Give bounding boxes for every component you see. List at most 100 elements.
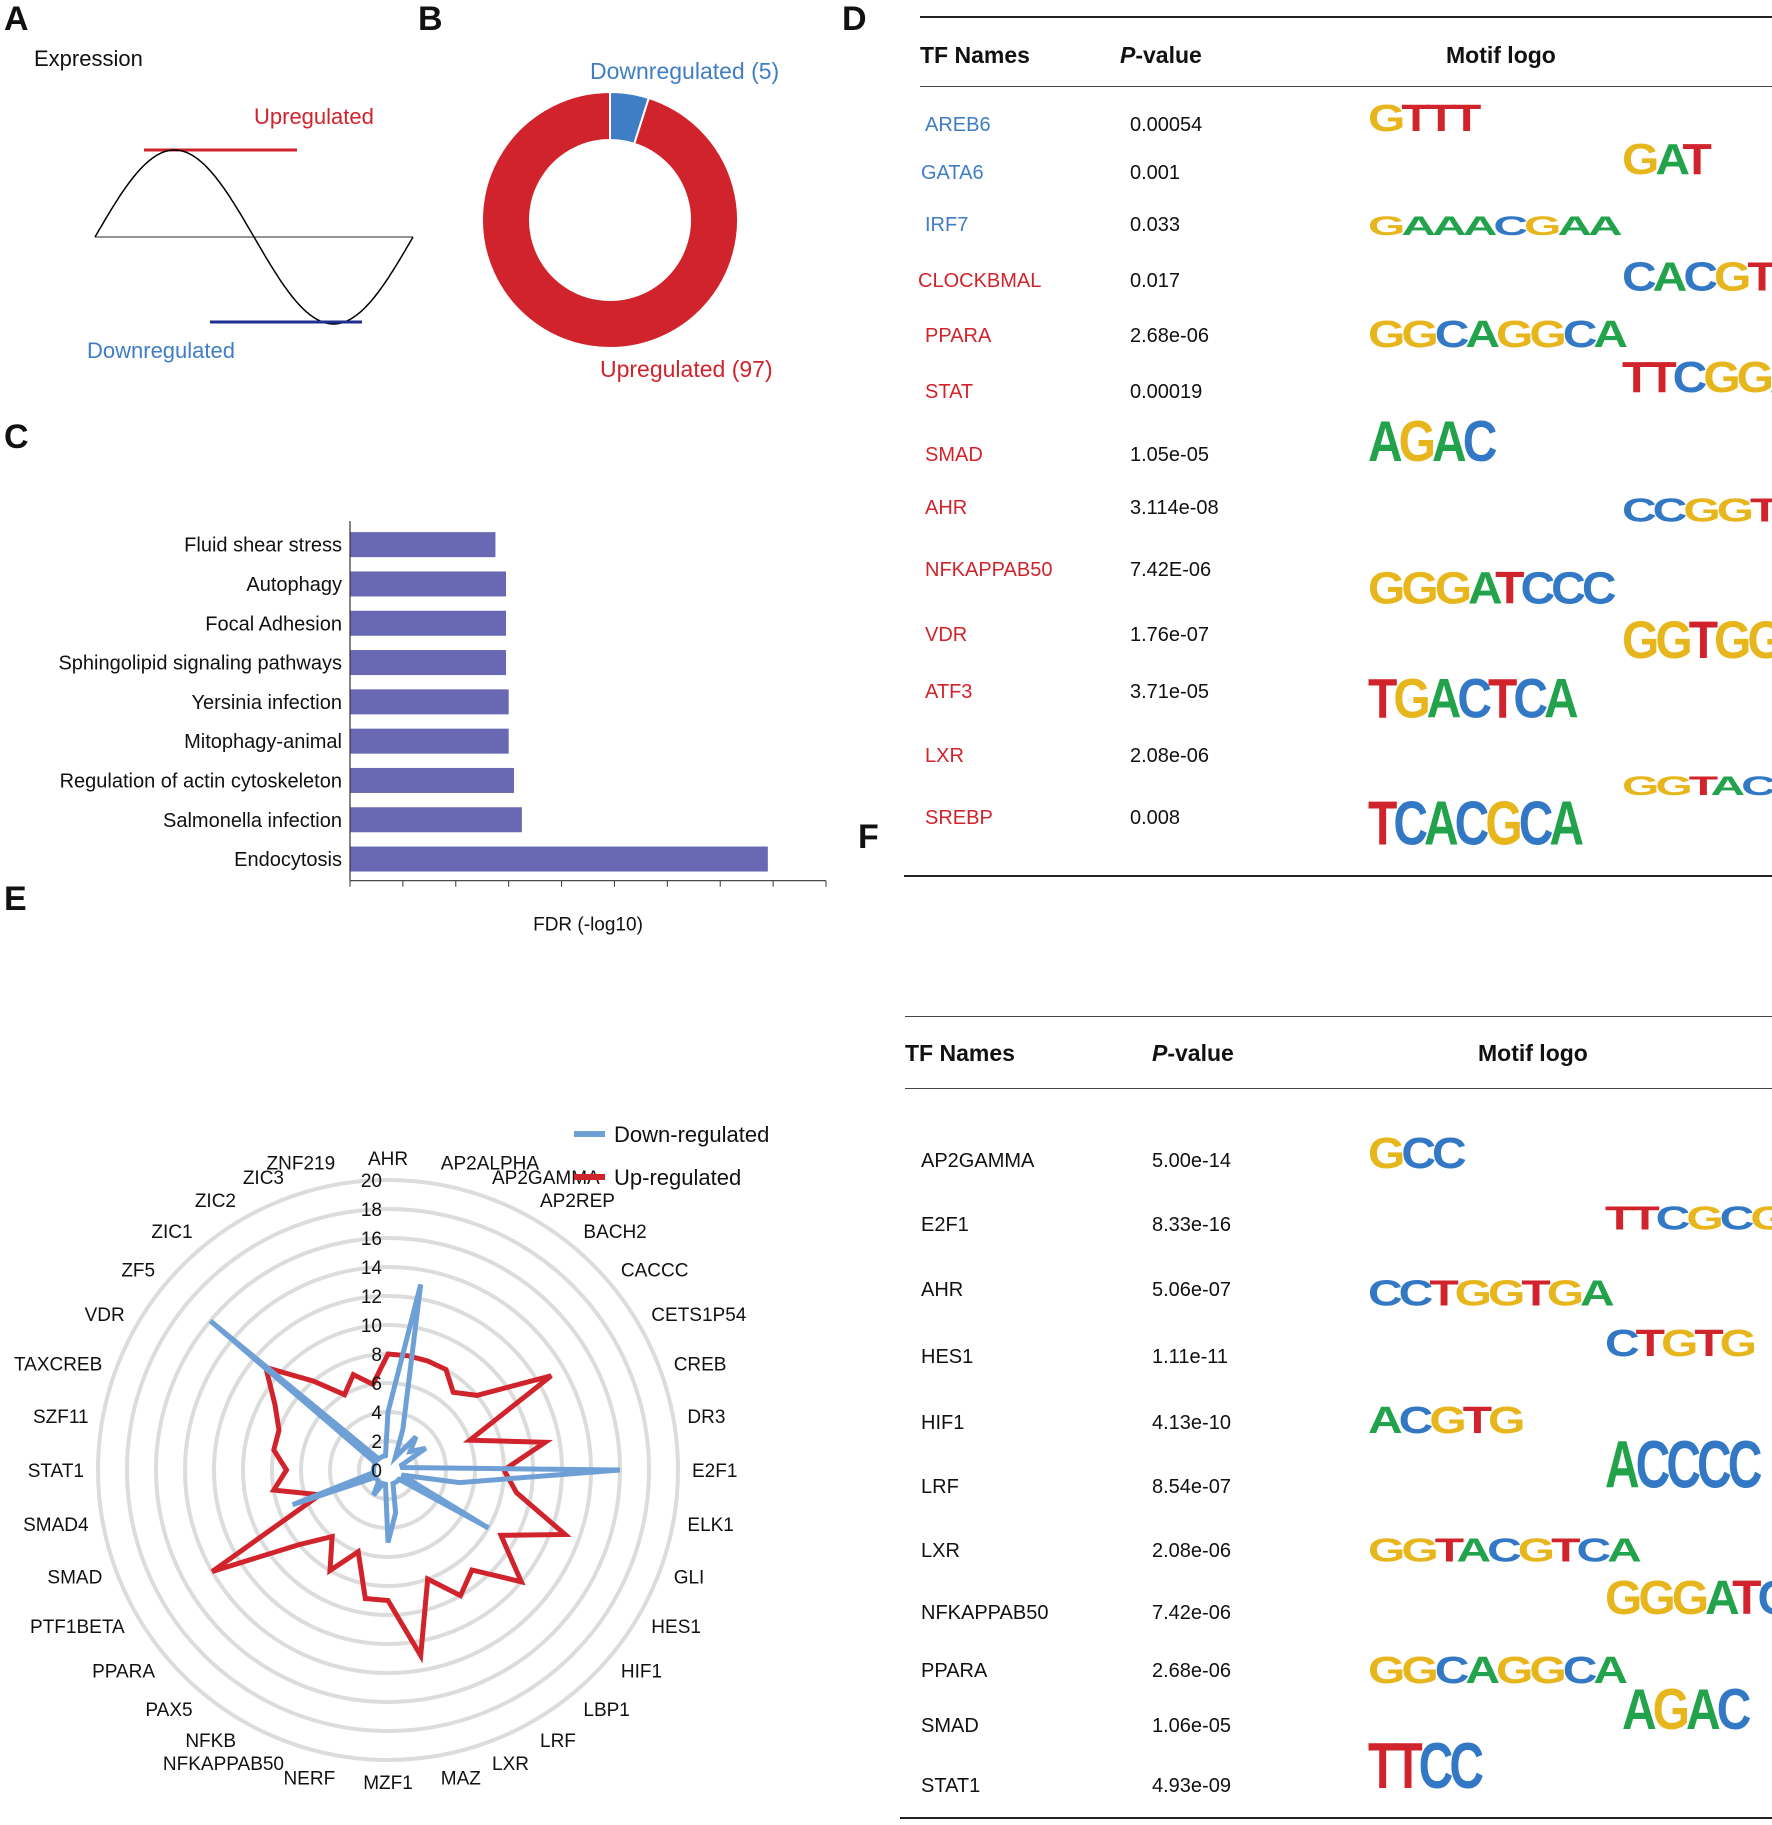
radar-category-bach2: BACH2 [583, 1222, 646, 1243]
radar-tick-0: 0 [371, 1461, 382, 1482]
table-f-header-p: P [1152, 1040, 1168, 1066]
table-d-header-pvalue: P-value [1120, 42, 1202, 69]
bar-5 [350, 728, 509, 754]
bar-1 [350, 571, 507, 597]
radar-tick-18: 18 [361, 1200, 382, 1221]
table-f-tf-name: SMAD [921, 1715, 979, 1737]
x-axis-label: FDR (-log10) [533, 915, 643, 936]
upregulated-label: Upregulated [254, 104, 374, 129]
radar-category-pax5: PAX5 [145, 1700, 192, 1721]
panel-letter-d: D [842, 0, 867, 38]
motif-logo-4: GGCAGGCA [1368, 313, 1628, 356]
donut-chart [481, 90, 739, 349]
radar-category-vdr: VDR [85, 1305, 125, 1326]
radar-category-smad: SMAD [47, 1568, 102, 1589]
table-d-pvalue: 1.76e-07 [1130, 624, 1209, 646]
table-f-tf-name: NFKAPPAB50 [921, 1602, 1049, 1624]
table-d-tf-name: IRF7 [925, 214, 969, 236]
motif-logo-21: GGCAGGCA [1368, 1649, 1628, 1692]
table-d-tf-name: AREB6 [925, 114, 991, 136]
table-f-tf-name: E2F1 [921, 1214, 969, 1236]
table-f-pvalue: 5.00e-14 [1152, 1150, 1231, 1172]
motif-logo-12: TCACGCA [1368, 789, 1584, 859]
radar-category-zic1: ZIC1 [151, 1222, 192, 1243]
bar-label-6: Regulation of actin cytoskeleton [60, 770, 342, 792]
table-f-pvalue: 8.54e-07 [1152, 1476, 1231, 1498]
radar-category-ahr: AHR [368, 1149, 408, 1170]
radar-category-nfkb: NFKB [185, 1731, 236, 1752]
table-f-bottom-rule [900, 1817, 1772, 1819]
table-d-tf-name: SREBP [925, 807, 993, 829]
radar-tick-8: 8 [371, 1345, 382, 1366]
radar-category-lbp1: LBP1 [583, 1700, 629, 1721]
table-d-tf-name: SMAD [925, 444, 983, 466]
radar-category-gli: GLI [674, 1568, 705, 1589]
table-f-pvalue: 2.68e-06 [1152, 1660, 1231, 1682]
radar-category-zic3: ZIC3 [243, 1168, 284, 1189]
panel-letter-f: F [858, 818, 879, 856]
table-d-pvalue: 7.42E-06 [1130, 559, 1212, 581]
bar-label-1: Autophagy [246, 574, 342, 596]
downregulated-label: Downregulated [87, 338, 235, 363]
radar-category-ptf1beta: PTF1BETA [30, 1617, 125, 1638]
table-f-pvalue: 7.42e-06 [1152, 1602, 1231, 1624]
donut-label-up: Upregulated (97) [600, 356, 773, 382]
table-d-pvalue: 3.114e-08 [1130, 497, 1219, 519]
radar-category-caccc: CACCC [621, 1261, 689, 1282]
table-f-pvalue: 5.06e-07 [1152, 1279, 1231, 1301]
panel-letter-b: B [418, 0, 443, 38]
table-f-pvalue: 1.11e-11 [1152, 1346, 1228, 1368]
radar-category-dr3: DR3 [687, 1407, 725, 1428]
motif-logo-14: TTCGCG [1605, 1200, 1772, 1238]
table-d-tf-name: NFKAPPAB50 [925, 559, 1053, 581]
table-d-pvalue: 0.001 [1130, 162, 1181, 184]
table-f-tf-name: AHR [921, 1279, 964, 1301]
bar-6 [350, 767, 514, 793]
table-d-tf-name: STAT [925, 381, 974, 403]
motif-logo-7: CCGGTGA [1622, 492, 1772, 530]
radar-series-up-regulated [210, 1351, 572, 1664]
radar-category-lrf: LRF [540, 1731, 576, 1752]
radar-series-down-regulated [208, 1283, 621, 1544]
radar-category-elk1: ELK1 [687, 1515, 733, 1536]
donut-label-down: Downregulated (5) [590, 58, 780, 84]
table-f-header-p-rest: -value [1167, 1040, 1234, 1066]
bar-4 [350, 689, 509, 715]
bar-label-5: Mitophagy-animal [184, 731, 342, 753]
table-f-pvalue: 2.08e-06 [1152, 1540, 1231, 1562]
table-d-header-p: P [1120, 42, 1136, 68]
motif-logo-15: CCTGGTGA [1368, 1273, 1615, 1314]
legend-label-1: Up-regulated [614, 1165, 741, 1190]
expression-label: Expression [34, 46, 143, 71]
radar-category-hif1: HIF1 [621, 1662, 662, 1683]
radar-category-hes1: HES1 [651, 1617, 701, 1638]
radar-category-zic2: ZIC2 [195, 1191, 236, 1212]
table-d-header-p-rest: -value [1135, 42, 1202, 68]
table-d-tf-name: PPARA [925, 325, 992, 347]
radar-category-creb: CREB [674, 1354, 727, 1375]
table-d-header-name: TF Names [920, 42, 1030, 68]
table-d-tf-name: CLOCKBMAL [918, 270, 1042, 292]
motif-logo-11: GGTACGTA [1622, 771, 1772, 802]
table-f-pvalue: 1.06e-05 [1152, 1715, 1231, 1737]
motif-logo-17: ACGTG [1368, 1399, 1525, 1442]
radar-category-nerf: NERF [283, 1768, 335, 1789]
bar-7 [350, 807, 522, 833]
table-f-tf-name: AP2GAMMA [921, 1150, 1035, 1172]
table-d-tf-name: LXR [925, 745, 964, 767]
table-f-tf-name: STAT1 [921, 1775, 981, 1797]
bar-0 [350, 532, 496, 558]
radar-category-lxr: LXR [492, 1754, 529, 1775]
bar-label-0: Fluid shear stress [184, 535, 342, 557]
radar-tick-12: 12 [361, 1287, 382, 1308]
motif-logo-16: CTGTG [1605, 1322, 1757, 1365]
motif-logo-22: AGAC [1622, 1678, 1751, 1743]
table-d-pvalue: 0.017 [1130, 270, 1181, 292]
table-d-pvalue: 2.68e-06 [1130, 325, 1209, 347]
radar-tick-14: 14 [361, 1258, 383, 1279]
radar-tick-16: 16 [361, 1229, 382, 1250]
bar-label-2: Focal Adhesion [205, 613, 342, 635]
table-d-header-logo: Motif logo [1446, 42, 1556, 68]
